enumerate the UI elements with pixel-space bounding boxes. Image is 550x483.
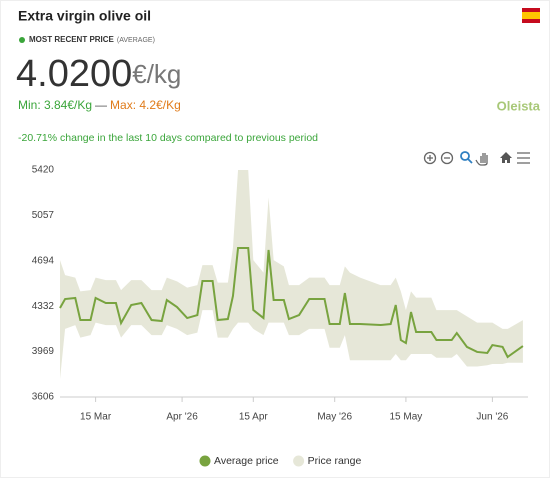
home-button[interactable]: [500, 152, 512, 163]
chart: 3606 3969 4332 4694 5057 5420 15 Mar Apr '26 15 …: [32, 165, 528, 467]
y-tick-label: 5057: [32, 210, 55, 221]
pan-button[interactable]: [475, 153, 488, 166]
x-tick-label: Apr '26: [166, 412, 198, 423]
price-label-main: MOST RECENT PRICE: [29, 35, 115, 44]
min-price: Min: 3.84€/Kg: [18, 98, 92, 112]
x-tick-label: 15 Apr: [239, 412, 269, 423]
x-tick-label: Jun '26: [476, 412, 508, 423]
x-tick-label: 15 Mar: [80, 412, 112, 423]
separator: —: [95, 98, 107, 112]
price-range-area: [60, 170, 523, 379]
legend-label: Average price: [214, 455, 279, 467]
price-label: MOST RECENT PRICE (AVERAGE): [29, 35, 155, 44]
max-price: Max: 4.2€/Kg: [110, 98, 181, 112]
product-title: Extra virgin olive oil: [18, 8, 151, 24]
brand: Oleista: [497, 98, 541, 113]
y-tick-label: 4332: [32, 301, 55, 312]
zoom-out-button[interactable]: [440, 151, 454, 165]
status-dot: [19, 37, 25, 43]
legend-symbol: [199, 455, 211, 467]
menu-button[interactable]: [517, 152, 530, 164]
price-label-note: (AVERAGE): [117, 37, 155, 44]
y-tick-label: 3969: [32, 346, 55, 357]
flag: [522, 8, 540, 23]
x-tick-label: May '26: [317, 412, 352, 423]
y-tick-label: 4694: [32, 255, 55, 266]
price: 4.0200€/kg: [16, 53, 181, 95]
price-unit: €/kg: [132, 59, 181, 89]
x-tick-label: 15 May: [390, 412, 423, 423]
y-tick-label: 5420: [32, 165, 55, 176]
change-note: -20.71% change in the last 10 days compa…: [18, 132, 318, 144]
toolbar: [423, 151, 530, 166]
price-value: 4.0200: [16, 53, 132, 95]
legend-symbol: [293, 455, 305, 467]
legend-label: Price range: [308, 455, 362, 467]
average-price-line: [59, 246, 524, 359]
y-tick-label: 3606: [32, 392, 55, 403]
legend: Average price Price range: [199, 455, 362, 467]
min-max: Min: 3.84€/Kg — Max: 4.2€/Kg: [18, 98, 181, 112]
zoom-in-button[interactable]: [423, 151, 437, 165]
zoom-select-button[interactable]: [460, 151, 473, 164]
